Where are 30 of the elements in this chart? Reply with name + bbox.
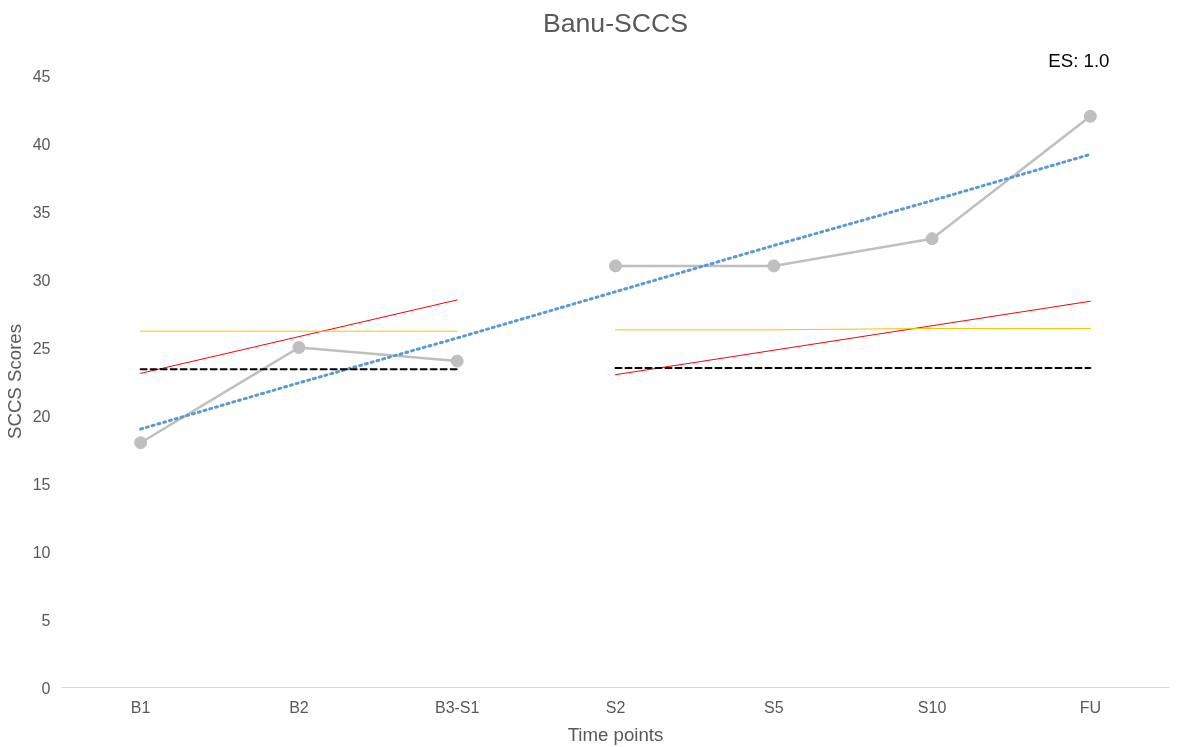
y-tick-label: 40	[32, 135, 51, 153]
y-tick-label: 30	[32, 271, 51, 289]
y-tick-label: 20	[32, 407, 51, 425]
x-tick-label: S5	[764, 698, 784, 716]
point	[1083, 109, 1097, 123]
y-axis-title: SCCS Scores	[3, 323, 25, 440]
point	[292, 341, 306, 354]
x-tick-label: S2	[605, 698, 626, 716]
x-tick-label: FU	[1079, 698, 1102, 716]
y-tick-label: 15	[32, 475, 51, 493]
text: ES: 1.0	[1048, 49, 1110, 71]
x-axis-title: Time points	[567, 723, 664, 745]
y-tick-label: 35	[32, 203, 51, 221]
chart-title: Banu-SCCS	[542, 7, 689, 38]
point	[925, 232, 939, 246]
point	[609, 259, 622, 273]
point	[767, 259, 781, 273]
point	[134, 436, 148, 450]
x-tick-label: S10	[917, 698, 947, 716]
y-tick-label: 5	[41, 611, 51, 629]
y-tick-label: 0	[41, 679, 51, 697]
y-tick-label: 25	[32, 339, 51, 357]
line-series	[615, 300, 1091, 376]
x-tick-label: B1	[130, 698, 151, 716]
point	[450, 354, 464, 368]
y-tick-label: 45	[32, 67, 51, 85]
y-tick-label: 10	[32, 543, 51, 561]
line-series	[139, 152, 1092, 431]
x-tick-label: B3-S1	[434, 698, 480, 716]
x-tick-label: B2	[289, 698, 309, 716]
